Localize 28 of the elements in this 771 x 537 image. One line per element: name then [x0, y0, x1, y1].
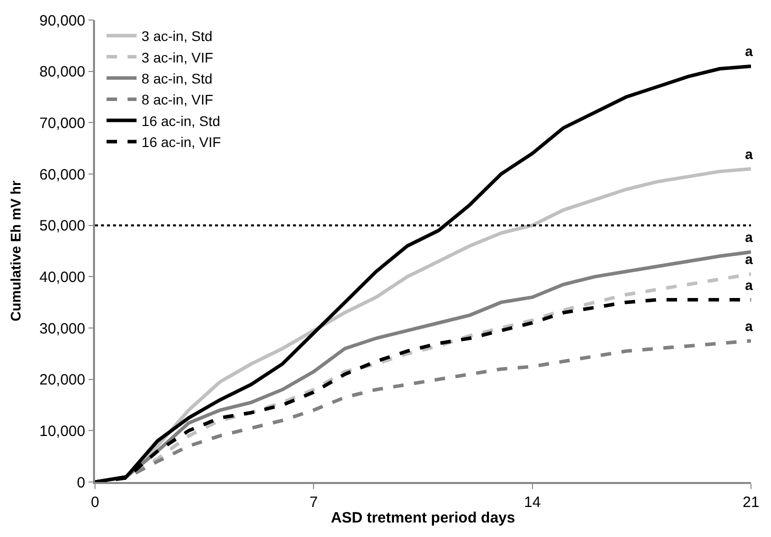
y-tick-label: 20,000: [39, 372, 86, 389]
annotation: a: [745, 318, 753, 334]
x-tick-label: 14: [524, 494, 541, 511]
y-tick-label: 70,000: [39, 114, 86, 132]
annotation: a: [745, 277, 753, 293]
x-tick-label: 7: [310, 494, 318, 511]
x-tick-label: 21: [742, 494, 760, 511]
legend-label: 3 ac-in, VIF: [142, 49, 214, 66]
annotation: a: [745, 229, 753, 245]
y-tick-label: 0: [76, 474, 86, 492]
annotation: a: [745, 146, 753, 162]
y-tick-label: 30,000: [39, 320, 86, 338]
y-axis-title: Cumulative Eh mV hr: [7, 180, 24, 322]
legend-label: 3 ac-in, Std: [142, 28, 212, 44]
y-tick-label: 80,000: [39, 64, 86, 81]
x-axis-title: ASD tretment period days: [330, 509, 516, 526]
y-tick-label: 50,000: [39, 218, 86, 235]
y-tick-label: 10,000: [39, 422, 86, 440]
legend-label: 8 ac-in, Std: [142, 70, 212, 86]
y-tick-label: 60,000: [39, 166, 86, 184]
legend-label: 8 ac-in, VIF: [142, 92, 214, 108]
annotation: a: [745, 43, 753, 59]
y-tick-label: 90,000: [39, 12, 86, 30]
legend-label: 16 ac-in, Std: [142, 112, 220, 129]
annotation: a: [745, 251, 753, 267]
legend-label: 16 ac-in, VIF: [142, 134, 221, 150]
y-tick-label: 40,000: [39, 268, 86, 286]
x-tick-label: 0: [90, 494, 100, 511]
